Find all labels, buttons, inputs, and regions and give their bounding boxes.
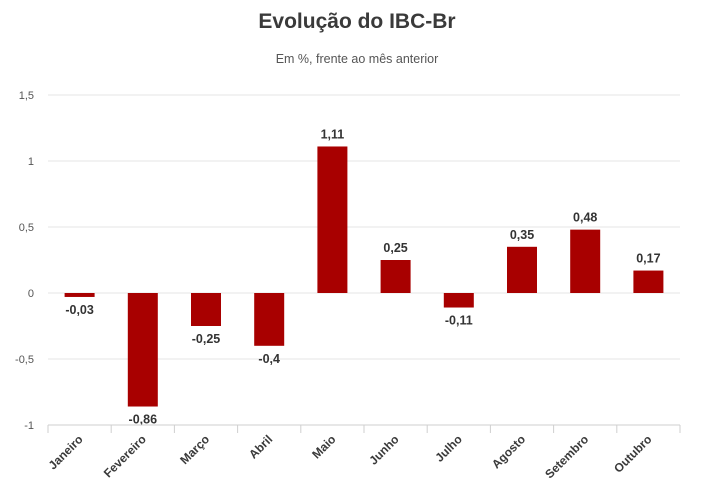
data-label: 0,48 <box>573 211 597 225</box>
x-tick-label: Junho <box>366 432 401 467</box>
x-tick-label: Março <box>177 432 212 467</box>
x-tick-label: Setembro <box>542 432 591 481</box>
bar <box>507 246 537 293</box>
data-label: -0,4 <box>258 352 280 366</box>
bar <box>317 146 348 293</box>
bar <box>254 293 285 346</box>
x-axis: Janeiro Fevereiro Março Abril Maio Junho Julho… <box>46 424 681 481</box>
y-tick-label: 0 <box>28 288 34 300</box>
x-tick-label: Fevereiro <box>101 432 149 480</box>
y-tick-label: -0,5 <box>15 354 34 366</box>
chart-title: Evolução do IBC-Br <box>258 10 456 33</box>
bar <box>64 293 95 297</box>
bars <box>64 146 664 407</box>
y-tick-label: -1 <box>24 420 34 432</box>
y-axis: 1,5 1 0,5 0 -0,5 -1 <box>15 90 34 432</box>
data-label: 0,25 <box>383 241 407 255</box>
bar <box>570 229 601 293</box>
data-label: -0,25 <box>192 332 221 346</box>
y-tick-label: 0,5 <box>19 222 34 234</box>
data-label: 0,35 <box>510 228 534 242</box>
data-label: 0,17 <box>636 252 660 266</box>
x-tick-label: Abril <box>246 432 275 461</box>
data-labels: -0,03 -0,86 -0,25 -0,4 1,11 0,25 -0,11 0,35 0,48… <box>65 127 660 426</box>
chart-subtitle: Em %, frente ao mês anterior <box>275 52 439 66</box>
bar <box>191 293 221 326</box>
data-label: -0,03 <box>65 303 94 317</box>
y-tick-label: 1 <box>28 156 34 168</box>
x-tick-label: Julho <box>432 432 465 465</box>
bar <box>380 260 411 293</box>
x-tick-label: Outubro <box>611 432 654 475</box>
x-tick-label: Janeiro <box>46 432 86 472</box>
bar <box>127 293 158 407</box>
data-label: -0,11 <box>445 314 473 328</box>
data-label: -0,86 <box>129 413 158 427</box>
y-tick-label: 1,5 <box>19 90 34 102</box>
bar <box>633 270 664 293</box>
bar <box>443 293 474 308</box>
data-label: 1,11 <box>321 127 345 141</box>
x-tick-label: Maio <box>309 432 338 461</box>
x-tick-label: Agosto <box>489 432 528 471</box>
